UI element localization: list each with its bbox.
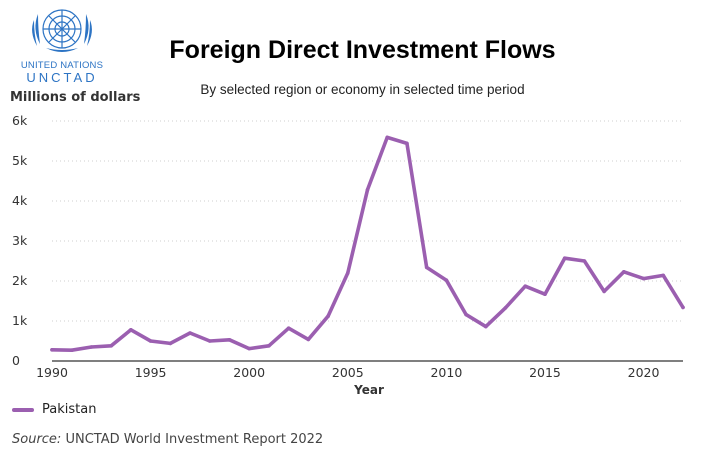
- y-axis-label: Millions of dollars: [10, 90, 141, 105]
- y-tick-6000: 6k: [12, 113, 28, 128]
- data-point-2018: [602, 289, 606, 294]
- data-point-2017: [582, 259, 587, 263]
- data-point-1996: [168, 341, 173, 346]
- y-tick-1000: 1k: [12, 313, 28, 328]
- data-point-2009: [424, 265, 429, 270]
- series-lines: [50, 135, 685, 353]
- data-point-2004: [326, 314, 330, 319]
- y-tick-0: 0: [12, 353, 20, 368]
- source-text: UNCTAD World Investment Report 2022: [61, 432, 324, 447]
- data-point-1999: [227, 338, 232, 342]
- x-tick-labels: 1990 1995 2000 2005 2010 2015 2020: [36, 365, 659, 380]
- data-point-1998: [207, 339, 212, 343]
- legend-swatch-pakistan: [12, 407, 34, 412]
- data-point-2019: [622, 270, 626, 274]
- y-tick-5000: 5k: [12, 153, 28, 168]
- x-tick-2020: 2020: [628, 365, 660, 380]
- data-point-1994: [129, 328, 133, 332]
- data-point-1992: [89, 345, 94, 349]
- data-point-2010: [444, 278, 449, 283]
- data-point-2020: [641, 276, 646, 281]
- data-point-1995: [148, 339, 153, 343]
- chart-title: Foreign Direct Investment Flows: [169, 36, 556, 64]
- data-point-2016: [562, 256, 567, 261]
- data-point-2022: [681, 305, 685, 310]
- legend: Pakistan: [12, 402, 96, 417]
- y-tick-3000: 3k: [12, 233, 28, 248]
- data-point-2021: [661, 273, 666, 278]
- x-tick-2010: 2010: [430, 365, 462, 380]
- y-tick-2000: 2k: [12, 273, 28, 288]
- data-point-2015: [543, 292, 547, 297]
- source-prefix: Source:: [12, 432, 62, 447]
- data-point-2008: [405, 141, 409, 146]
- un-logo: [32, 9, 92, 52]
- data-point-1993: [109, 344, 113, 348]
- data-point-2002: [286, 326, 291, 331]
- data-point-1991: [69, 348, 74, 353]
- source-note: Source: UNCTAD World Investment Report 2…: [12, 432, 323, 447]
- x-tick-2000: 2000: [233, 365, 265, 380]
- series-line-pakistan: [50, 135, 685, 353]
- logo-text-unctad: UNCTAD: [26, 70, 98, 85]
- data-point-2007: [385, 135, 390, 140]
- data-point-2005: [345, 271, 350, 275]
- data-point-2014: [523, 284, 528, 289]
- chart-subtitle: By selected region or economy in selecte…: [200, 82, 525, 97]
- data-point-2001: [267, 344, 271, 348]
- grid-lines: [52, 120, 683, 362]
- x-tick-2005: 2005: [332, 365, 364, 380]
- legend-label-pakistan: Pakistan: [42, 402, 97, 417]
- x-tick-1995: 1995: [135, 365, 167, 380]
- data-point-2000: [247, 346, 251, 351]
- data-point-2011: [464, 312, 468, 317]
- x-tick-1990: 1990: [36, 365, 68, 380]
- data-point-2003: [306, 337, 311, 342]
- data-point-1997: [188, 331, 192, 335]
- data-point-2012: [484, 324, 488, 329]
- logo-text-un: UNITED NATIONS: [20, 60, 104, 71]
- y-tick-labels: 0 1k 2k 3k 4k 5k 6k: [12, 113, 28, 368]
- x-axis-label: Year: [353, 383, 384, 397]
- data-point-1990: [50, 348, 54, 352]
- y-tick-4000: 4k: [12, 193, 28, 208]
- data-point-2013: [503, 306, 508, 310]
- x-tick-2015: 2015: [529, 365, 561, 380]
- data-point-2006: [365, 188, 370, 192]
